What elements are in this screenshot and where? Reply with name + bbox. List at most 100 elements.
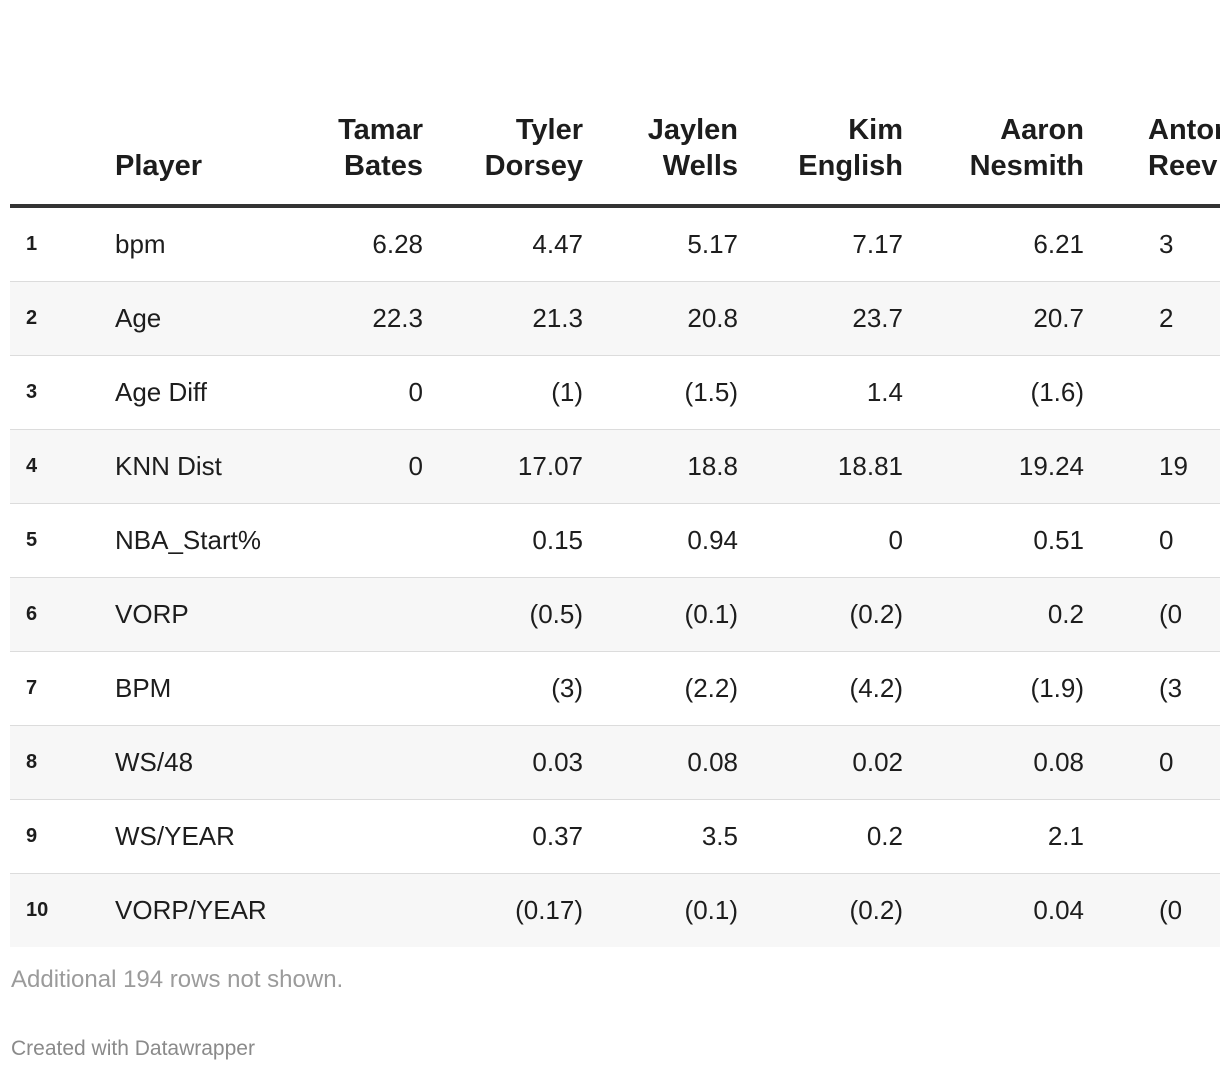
table-cell: 4.47 bbox=[423, 206, 583, 282]
table-cell: 19 bbox=[1084, 429, 1220, 504]
metric-name: BPM bbox=[115, 651, 320, 726]
table-cell: 18.81 bbox=[738, 429, 903, 504]
table-cell bbox=[320, 577, 423, 652]
data-table: Player Tamar Bates Tyler Dorsey Jaylen Wells Ki… bbox=[10, 112, 1220, 947]
table-cell: (0 bbox=[1084, 577, 1220, 652]
table-cell: 2 bbox=[1084, 281, 1220, 356]
metric-name: WS/48 bbox=[115, 725, 320, 800]
table-cell: 0.2 bbox=[903, 577, 1084, 652]
table-row: 9 WS/YEAR 0.37 3.5 0.2 2.1 bbox=[10, 799, 1220, 874]
row-number: 8 bbox=[10, 725, 115, 800]
table-cell: 0.03 bbox=[423, 725, 583, 800]
table-cell: 0.94 bbox=[583, 503, 738, 578]
table-cell: (4.2) bbox=[738, 651, 903, 726]
data-table-container: Player Tamar Bates Tyler Dorsey Jaylen Wells Ki… bbox=[10, 112, 1220, 947]
table-cell: 0.02 bbox=[738, 725, 903, 800]
table-row: 6 VORP (0.5) (0.1) (0.2) 0.2 (0 bbox=[10, 577, 1220, 652]
table-cell: (0.5) bbox=[423, 577, 583, 652]
metric-name: Age bbox=[115, 281, 320, 356]
table-cell: 6.28 bbox=[320, 206, 423, 282]
table-cell: 17.07 bbox=[423, 429, 583, 504]
table-cell: (0 bbox=[1084, 873, 1220, 947]
table-cell: 7.17 bbox=[738, 206, 903, 282]
metric-name: NBA_Start% bbox=[115, 503, 320, 578]
table-cell bbox=[320, 503, 423, 578]
header-row: Player Tamar Bates Tyler Dorsey Jaylen Wells Ki… bbox=[10, 112, 1220, 208]
table-cell: 0.04 bbox=[903, 873, 1084, 947]
table-cell: (3) bbox=[423, 651, 583, 726]
table-cell: (1.5) bbox=[583, 355, 738, 430]
table-row: 1 bpm 6.28 4.47 5.17 7.17 6.21 3 bbox=[10, 206, 1220, 282]
table-cell: 0.08 bbox=[903, 725, 1084, 800]
table-cell: 3.5 bbox=[583, 799, 738, 874]
row-number: 10 bbox=[10, 873, 115, 947]
table-cell bbox=[1084, 355, 1220, 430]
table-row: 3 Age Diff 0 (1) (1.5) 1.4 (1.6) bbox=[10, 355, 1220, 430]
row-number: 7 bbox=[10, 651, 115, 726]
table-cell: 0 bbox=[320, 429, 423, 504]
table-cell: (0.2) bbox=[738, 873, 903, 947]
row-number: 4 bbox=[10, 429, 115, 504]
metric-name: bpm bbox=[115, 206, 320, 282]
metric-name: VORP bbox=[115, 577, 320, 652]
table-cell: 0.37 bbox=[423, 799, 583, 874]
row-number: 5 bbox=[10, 503, 115, 578]
table-cell: (1.6) bbox=[903, 355, 1084, 430]
table-cell bbox=[320, 651, 423, 726]
table-cell: 23.7 bbox=[738, 281, 903, 356]
table-row: 7 BPM (3) (2.2) (4.2) (1.9) (3 bbox=[10, 651, 1220, 726]
table-body: 1 bpm 6.28 4.47 5.17 7.17 6.21 3 2 Age 22.3 21.3 20.… bbox=[10, 206, 1220, 947]
column-header-player: Player bbox=[115, 112, 320, 208]
table-cell: 22.3 bbox=[320, 281, 423, 356]
table-cell: (0.1) bbox=[583, 577, 738, 652]
table-row: 4 KNN Dist 0 17.07 18.8 18.81 19.24 19 bbox=[10, 429, 1220, 504]
table-cell: 0 bbox=[1084, 725, 1220, 800]
row-number: 3 bbox=[10, 355, 115, 430]
table-cell: 0.2 bbox=[738, 799, 903, 874]
table-cell bbox=[320, 725, 423, 800]
column-header-c2: Tyler Dorsey bbox=[423, 112, 583, 208]
table-cell: 21.3 bbox=[423, 281, 583, 356]
table-cell: (1) bbox=[423, 355, 583, 430]
table-cell: 0 bbox=[1084, 503, 1220, 578]
table-cell: 20.8 bbox=[583, 281, 738, 356]
table-cell: (0.17) bbox=[423, 873, 583, 947]
table-row: 10 VORP/YEAR (0.17) (0.1) (0.2) 0.04 (0 bbox=[10, 873, 1220, 947]
metric-name: KNN Dist bbox=[115, 429, 320, 504]
table-cell: 18.8 bbox=[583, 429, 738, 504]
table-cell: (0.2) bbox=[738, 577, 903, 652]
table-row: 8 WS/48 0.03 0.08 0.02 0.08 0 bbox=[10, 725, 1220, 800]
metric-name: Age Diff bbox=[115, 355, 320, 430]
table-cell: 5.17 bbox=[583, 206, 738, 282]
table-cell bbox=[1084, 799, 1220, 874]
metric-name: WS/YEAR bbox=[115, 799, 320, 874]
table-cell bbox=[320, 873, 423, 947]
table-cell: (2.2) bbox=[583, 651, 738, 726]
table-row: 5 NBA_Start% 0.15 0.94 0 0.51 0 bbox=[10, 503, 1220, 578]
row-number: 6 bbox=[10, 577, 115, 652]
table-cell bbox=[320, 799, 423, 874]
table-cell: (3 bbox=[1084, 651, 1220, 726]
table-cell: 3 bbox=[1084, 206, 1220, 282]
table-cell: 0.51 bbox=[903, 503, 1084, 578]
row-number: 1 bbox=[10, 206, 115, 282]
table-cell: 1.4 bbox=[738, 355, 903, 430]
table-cell: (1.9) bbox=[903, 651, 1084, 726]
table-cell: 0 bbox=[320, 355, 423, 430]
column-header-c1: Tamar Bates bbox=[320, 112, 423, 208]
datawrapper-credit: Created with Datawrapper bbox=[11, 1037, 255, 1060]
row-number: 9 bbox=[10, 799, 115, 874]
table-cell: 0.08 bbox=[583, 725, 738, 800]
table-cell: 0.15 bbox=[423, 503, 583, 578]
table-cell: 19.24 bbox=[903, 429, 1084, 504]
table-cell: 6.21 bbox=[903, 206, 1084, 282]
column-header-c4: Kim English bbox=[738, 112, 903, 208]
table-cell: 0 bbox=[738, 503, 903, 578]
column-header-num bbox=[10, 112, 115, 208]
column-header-c3: Jaylen Wells bbox=[583, 112, 738, 208]
row-number: 2 bbox=[10, 281, 115, 356]
table-cell: (0.1) bbox=[583, 873, 738, 947]
rows-not-shown-note: Additional 194 rows not shown. bbox=[11, 966, 344, 993]
metric-name: VORP/YEAR bbox=[115, 873, 320, 947]
column-header-c6: Antor Reev bbox=[1084, 112, 1220, 208]
